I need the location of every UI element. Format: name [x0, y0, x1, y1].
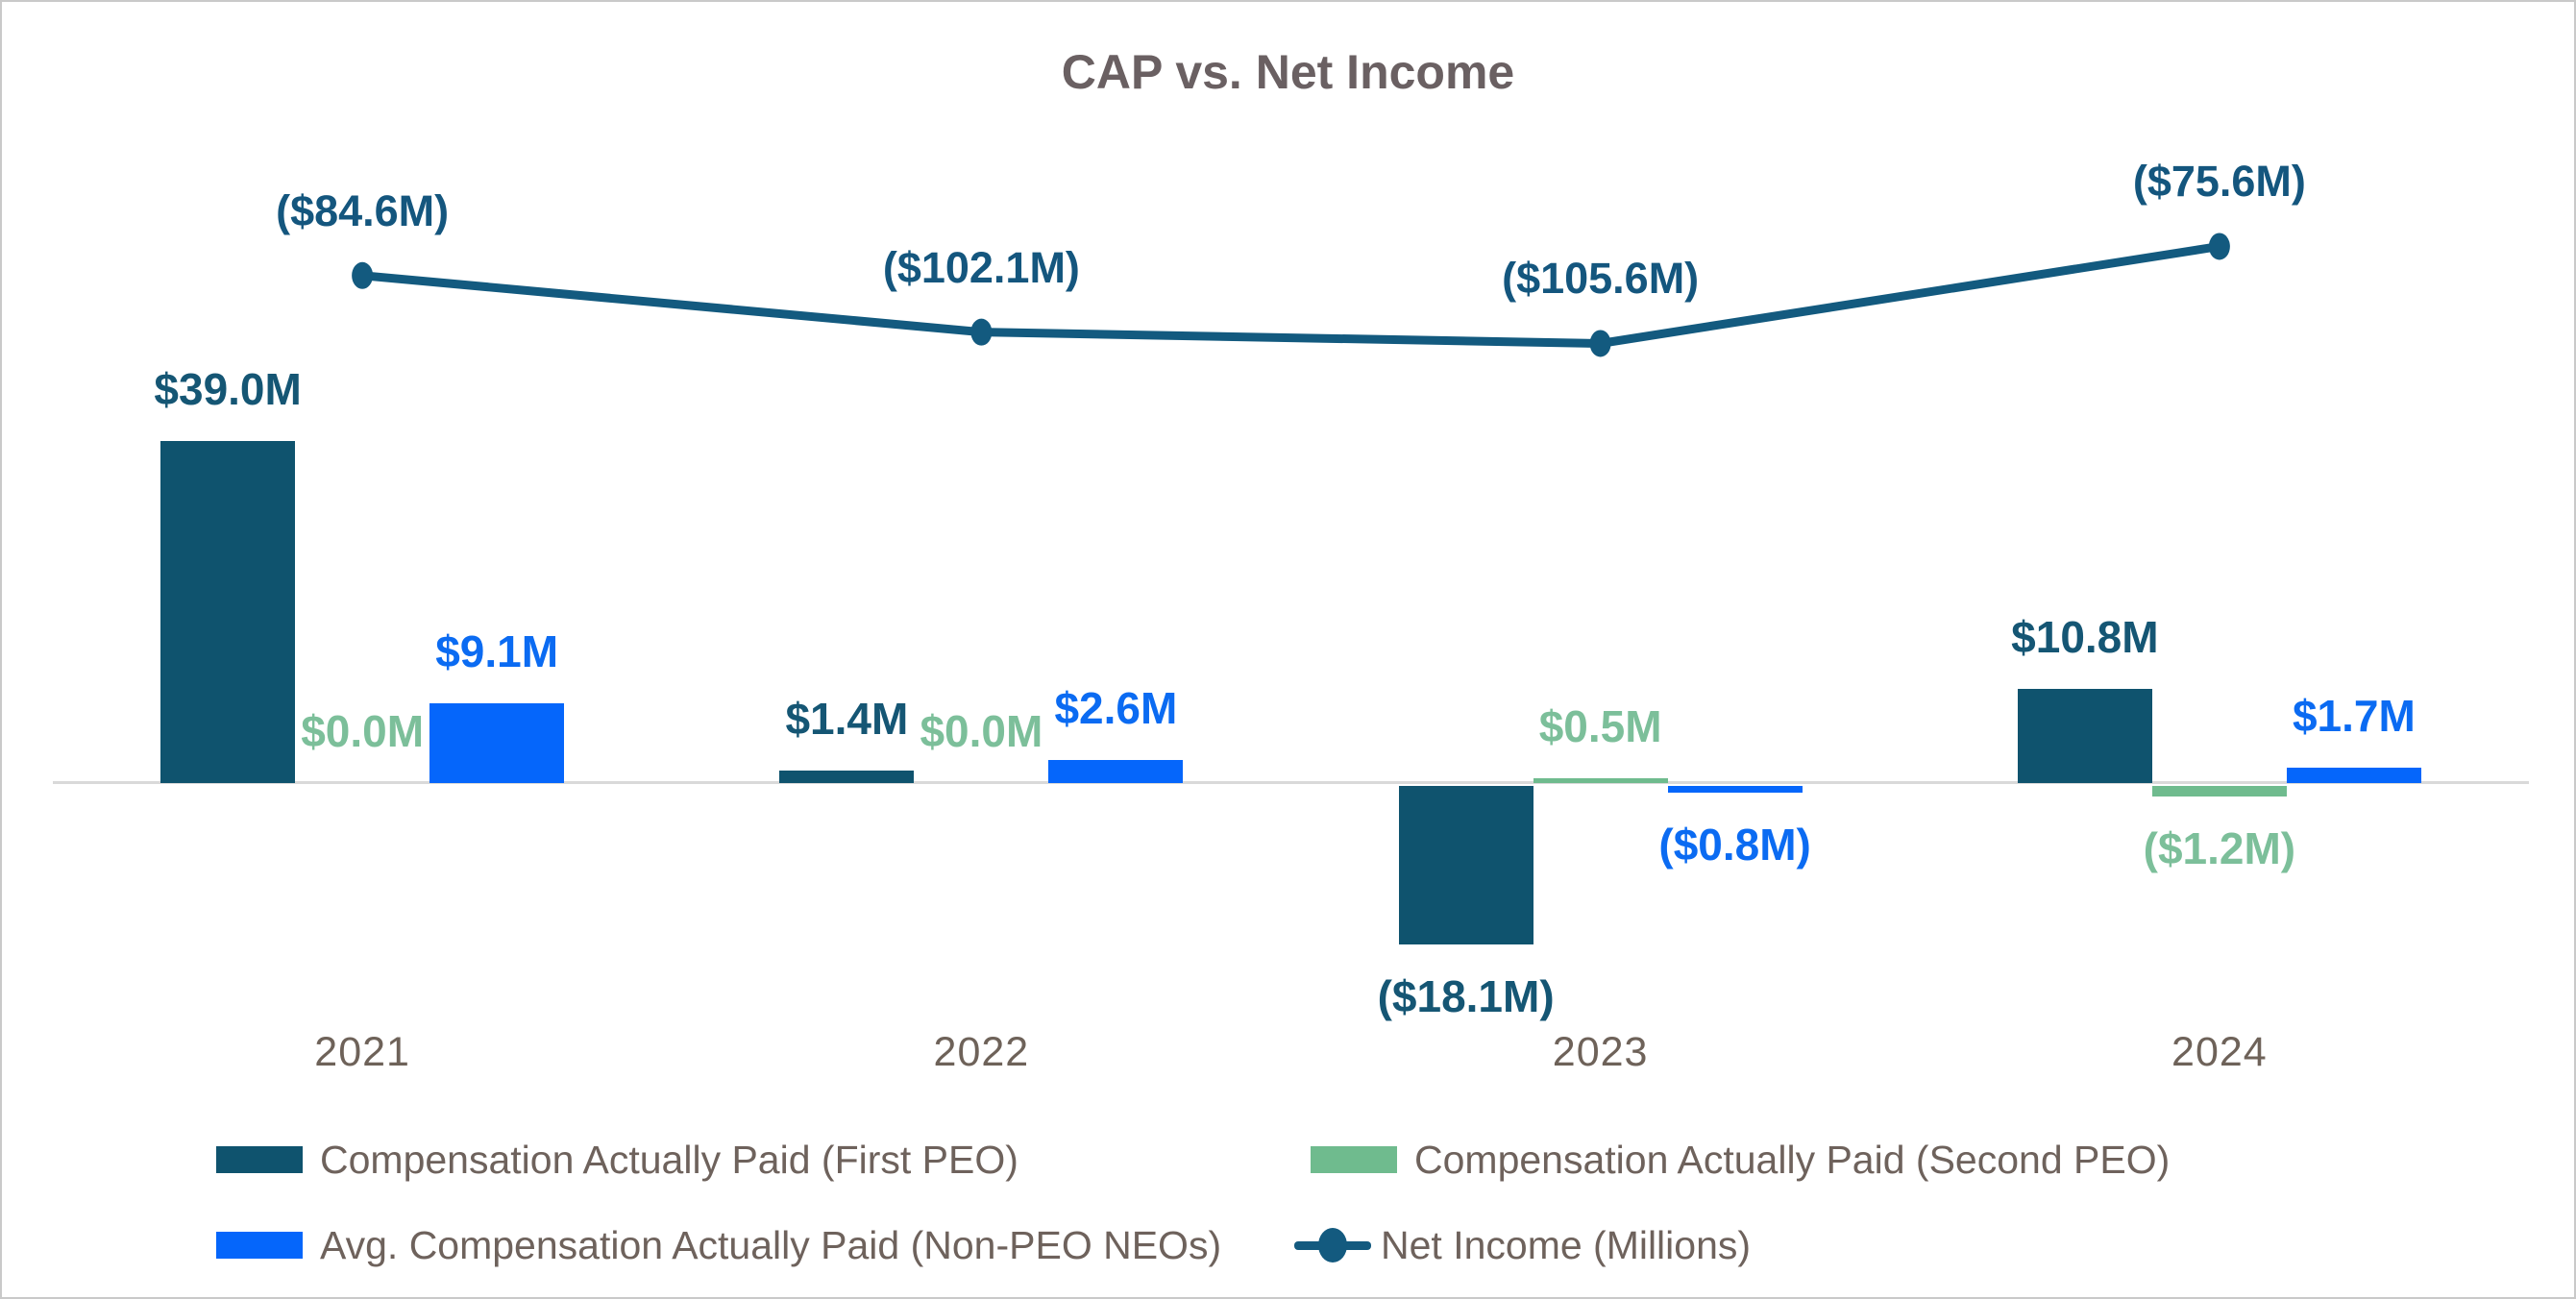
- bar-compensation-actually-paid-first-peo-2024: [2017, 688, 2152, 783]
- bar-value-label-avg-compensation-actually-paid-non-peo-neos-2022: $2.6M: [1054, 683, 1178, 734]
- bar-value-label-compensation-actually-paid-first-peo-2024: $10.8M: [2011, 611, 2159, 662]
- x-axis-label-2024: 2024: [2171, 1029, 2268, 1075]
- x-axis-label-2022: 2022: [933, 1029, 1030, 1075]
- bar-value-label-compensation-actually-paid-second-peo-2023: $0.5M: [1538, 701, 1662, 752]
- line-value-label-2022: ($102.1M): [882, 242, 1080, 292]
- legend-swatch-icon-compensation-actually-paid-first-peo: [216, 1146, 303, 1173]
- line-value-label-2021: ($84.6M): [276, 185, 450, 235]
- legend-label-avg-compensation-actually-paid-non-peo-neos: Avg. Compensation Actually Paid (Non-PEO…: [320, 1223, 1222, 1267]
- line-marker-2022: [970, 318, 993, 346]
- x-axis-baseline: [53, 781, 2529, 784]
- legend-line-marker-icon-net-income-millions: [1294, 1226, 1371, 1264]
- line-value-label-2024: ($75.6M): [2132, 157, 2306, 207]
- bar-value-label-compensation-actually-paid-first-peo-2021: $39.0M: [154, 364, 302, 415]
- bar-value-label-avg-compensation-actually-paid-non-peo-neos-2024: $1.7M: [2292, 691, 2416, 742]
- legend-label-compensation-actually-paid-second-peo: Compensation Actually Paid (Second PEO): [1414, 1138, 2171, 1182]
- line-marker-2023: [1589, 330, 1611, 357]
- bar-avg-compensation-actually-paid-non-peo-neos-2022: [1048, 760, 1184, 783]
- bar-compensation-actually-paid-second-peo-2023: [1533, 778, 1668, 783]
- legend-swatch-icon-compensation-actually-paid-second-peo: [1311, 1146, 1397, 1173]
- line-value-label-2023: ($105.6M): [1502, 254, 1700, 304]
- line-marker-2024: [2208, 233, 2230, 260]
- chart-title: CAP vs. Net Income: [1061, 45, 1515, 99]
- bar-value-label-compensation-actually-paid-first-peo-2022: $1.4M: [785, 694, 909, 745]
- bar-avg-compensation-actually-paid-non-peo-neos-2024: [2286, 768, 2421, 783]
- x-axis-label-2023: 2023: [1552, 1029, 1649, 1075]
- legend-swatch-icon-avg-compensation-actually-paid-non-peo-neos: [216, 1232, 303, 1259]
- x-axis-label-2021: 2021: [314, 1029, 410, 1075]
- bar-compensation-actually-paid-first-peo-2022: [779, 771, 915, 783]
- legend-label-net-income-millions: Net Income (Millions): [1381, 1223, 1752, 1267]
- bar-value-label-compensation-actually-paid-first-peo-2023: ($18.1M): [1377, 971, 1555, 1022]
- legend-item-compensation-actually-paid-second-peo: Compensation Actually Paid (Second PEO): [1311, 1133, 2170, 1187]
- legend-item-net-income-millions: Net Income (Millions): [1294, 1218, 1751, 1272]
- bar-compensation-actually-paid-second-peo-2024: [2151, 786, 2287, 797]
- legend-item-compensation-actually-paid-first-peo: Compensation Actually Paid (First PEO): [216, 1133, 1018, 1187]
- bar-value-label-avg-compensation-actually-paid-non-peo-neos-2023: ($0.8M): [1658, 820, 1811, 870]
- bar-value-label-avg-compensation-actually-paid-non-peo-neos-2021: $9.1M: [435, 626, 559, 676]
- bar-avg-compensation-actually-paid-non-peo-neos-2021: [429, 703, 565, 783]
- legend-item-avg-compensation-actually-paid-non-peo-neos: Avg. Compensation Actually Paid (Non-PEO…: [216, 1218, 1221, 1272]
- legend-dot-icon: [1318, 1228, 1347, 1262]
- bar-value-label-compensation-actually-paid-second-peo-2022: $0.0M: [920, 706, 1043, 756]
- bar-value-label-compensation-actually-paid-second-peo-2024: ($1.2M): [2143, 822, 2296, 873]
- net-income-line: [357, 241, 2224, 348]
- bar-compensation-actually-paid-first-peo-2023: [1398, 786, 1533, 945]
- bar-compensation-actually-paid-first-peo-2021: [160, 441, 296, 783]
- bar-avg-compensation-actually-paid-non-peo-neos-2023: [1667, 786, 1803, 794]
- bar-value-label-compensation-actually-paid-second-peo-2021: $0.0M: [301, 706, 425, 756]
- line-marker-2021: [352, 261, 374, 289]
- legend-label-compensation-actually-paid-first-peo: Compensation Actually Paid (First PEO): [320, 1138, 1018, 1182]
